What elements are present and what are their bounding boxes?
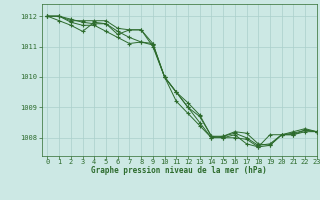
- X-axis label: Graphe pression niveau de la mer (hPa): Graphe pression niveau de la mer (hPa): [91, 166, 267, 175]
